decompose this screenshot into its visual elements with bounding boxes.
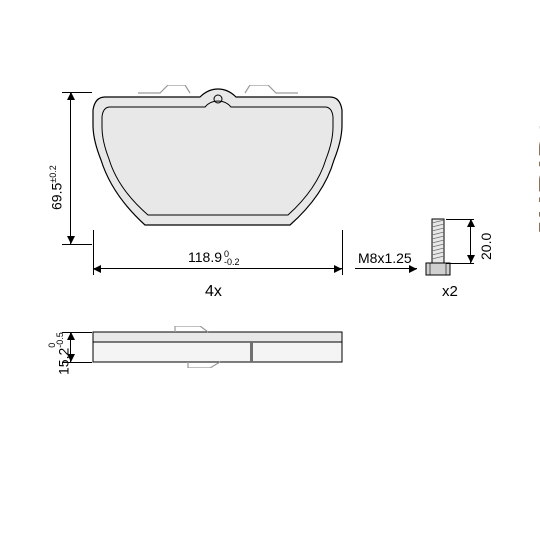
- ext-line: [62, 244, 92, 245]
- dim-bolt-line: [470, 219, 471, 263]
- brake-pad-top-view: [90, 326, 345, 368]
- bolt-drawing: [418, 215, 458, 280]
- quantity-bolt: x2: [442, 283, 458, 300]
- ext-line: [93, 230, 94, 275]
- ext-line: [342, 230, 343, 275]
- dim-width: 118.90-0.2: [188, 249, 240, 266]
- dim-width-line: [93, 268, 342, 269]
- dim-height-line: [70, 92, 71, 244]
- thread-spec: M8x1.25: [358, 250, 412, 266]
- quantity-main: 4x: [205, 283, 222, 301]
- ext-line: [446, 263, 474, 264]
- brand-logo: JURID®: [532, 120, 540, 238]
- brand-name: JURID: [532, 132, 540, 238]
- brand-reg: ®: [536, 120, 540, 132]
- dim-thickness: 15.20-0.5: [48, 332, 72, 375]
- brake-pad-front: [90, 85, 345, 250]
- ext-line: [62, 92, 92, 93]
- dim-height: 69.5±0.2: [48, 165, 65, 210]
- thread-leader: [355, 268, 417, 269]
- ext-line: [446, 219, 474, 220]
- dim-bolt-length: 20.0: [478, 233, 494, 260]
